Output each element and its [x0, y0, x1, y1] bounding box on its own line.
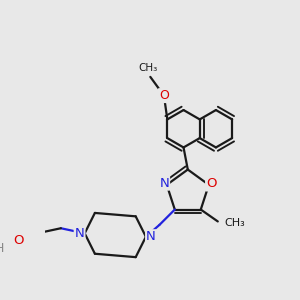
- Text: O: O: [159, 89, 169, 102]
- Text: N: N: [146, 230, 156, 243]
- Text: O: O: [206, 178, 217, 190]
- Text: CH₃: CH₃: [225, 218, 245, 228]
- Text: O: O: [13, 234, 24, 247]
- Text: CH₃: CH₃: [138, 64, 158, 74]
- Text: N: N: [75, 227, 85, 240]
- Text: N: N: [159, 177, 169, 190]
- Text: H: H: [0, 242, 4, 255]
